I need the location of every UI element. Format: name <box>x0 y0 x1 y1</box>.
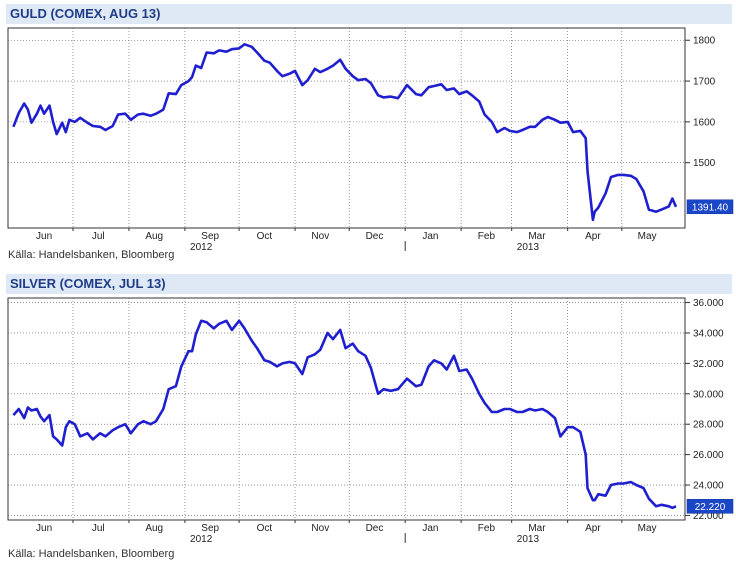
silver-x-tick-label: Dec <box>366 523 384 534</box>
silver-y-tick-label: 30.000 <box>693 389 724 400</box>
silver-last-value-tag: 22.220 <box>686 499 734 514</box>
silver-x-axis: Jun Jul Aug Sep Oct Nov Dec Jan Feb Mar Apr May <box>36 520 657 534</box>
silver-y-tick-label: 28.000 <box>693 420 724 431</box>
gold-y-axis: 1800 1700 1600 1500 <box>685 36 716 169</box>
silver-year-label: 2013 <box>517 534 540 545</box>
silver-y-tick-label: 26.000 <box>693 450 724 461</box>
silver-plot-area <box>7 297 686 521</box>
silver-x-tick-label: Jun <box>36 523 52 534</box>
gold-y-tick-label: 1700 <box>693 77 716 88</box>
silver-x-tick-label: Feb <box>478 523 496 534</box>
silver-y-tick-label: 32.000 <box>693 359 724 370</box>
gold-chart-source: Källa: Handelsbanken, Bloomberg <box>8 249 175 261</box>
gold-last-value-label: 1391.40 <box>692 202 729 213</box>
gold-x-tick-label: Nov <box>311 231 329 242</box>
silver-grid <box>8 298 685 520</box>
silver-x-tick-label: Jan <box>422 523 438 534</box>
silver-x-tick-label: Sep <box>201 523 219 534</box>
gold-y-tick-label: 1600 <box>693 117 716 128</box>
gold-year-labels: 2012 2013 <box>190 241 539 253</box>
gold-x-tick-label: Aug <box>145 231 163 242</box>
silver-last-value-box <box>686 499 734 514</box>
gold-x-tick-label: Feb <box>478 231 496 242</box>
gold-series <box>12 42 678 222</box>
silver-last-value-label: 22.220 <box>695 502 726 513</box>
gold-chart-panel: GULD (COMEX, AUG 13) 1800 1700 1600 1500 Ju… <box>0 0 736 270</box>
gold-year-label: 2013 <box>517 242 540 253</box>
gold-x-axis: Jun Jul Aug Sep Oct Nov Dec Jan Feb Mar Apr May <box>36 228 657 242</box>
gold-chart-title-bar: GULD (COMEX, AUG 13) <box>6 4 732 24</box>
gold-chart-title: GULD (COMEX, AUG 13) <box>10 6 161 21</box>
gold-chart: 1800 1700 1600 1500 Jun Jul Aug Sep Oct Nov Dec Ja… <box>7 27 734 253</box>
silver-y-tick-label: 36.000 <box>693 298 724 309</box>
gold-x-tick-label: Jun <box>36 231 52 242</box>
silver-y-axis: 36.000 34.000 32.000 30.000 28.000 26.000 24.0… <box>685 298 724 522</box>
gold-last-value-tag: 1391.40 <box>686 199 734 215</box>
silver-x-tick-label: Jul <box>92 523 105 534</box>
silver-chart: 36.000 34.000 32.000 30.000 28.000 26.000 24.0… <box>7 297 734 545</box>
silver-x-tick-label: Apr <box>585 523 601 534</box>
gold-x-tick-label: May <box>638 231 657 242</box>
silver-x-tick-label: Aug <box>145 523 163 534</box>
gold-x-tick-label: Apr <box>585 231 601 242</box>
gold-x-tick-label: Sep <box>201 231 219 242</box>
silver-chart-title: SILVER (COMEX, JUL 13) <box>10 276 166 291</box>
silver-x-tick-label: May <box>638 523 657 534</box>
silver-year-label: 2012 <box>190 534 213 545</box>
gold-x-tick-label: Mar <box>528 231 546 242</box>
gold-x-tick-label: Oct <box>257 231 273 242</box>
silver-x-tick-label: Nov <box>311 523 329 534</box>
gold-x-tick-label: Jul <box>92 231 105 242</box>
silver-chart-source: Källa: Handelsbanken, Bloomberg <box>8 548 175 560</box>
silver-chart-title-bar: SILVER (COMEX, JUL 13) <box>6 274 732 294</box>
silver-year-labels: 2012 2013 <box>190 533 539 545</box>
silver-x-tick-label: Mar <box>528 523 546 534</box>
silver-x-tick-label: Oct <box>257 523 273 534</box>
gold-y-tick-label: 1500 <box>693 158 716 169</box>
gold-x-tick-label: Jan <box>422 231 438 242</box>
gold-grid <box>8 28 685 228</box>
gold-year-label: 2012 <box>190 242 213 253</box>
gold-last-value-box <box>686 199 734 215</box>
silver-y-tick-label: 22.000 <box>693 511 724 522</box>
silver-price-line <box>12 319 677 510</box>
silver-chart-panel: SILVER (COMEX, JUL 13) 36.000 34.000 32.00… <box>0 270 736 567</box>
silver-y-tick-label: 24.000 <box>693 481 724 492</box>
silver-series <box>12 319 677 510</box>
gold-price-line <box>12 42 678 222</box>
gold-y-tick-label: 1800 <box>693 36 716 47</box>
silver-y-tick-label: 34.000 <box>693 328 724 339</box>
gold-x-tick-label: Dec <box>366 231 384 242</box>
